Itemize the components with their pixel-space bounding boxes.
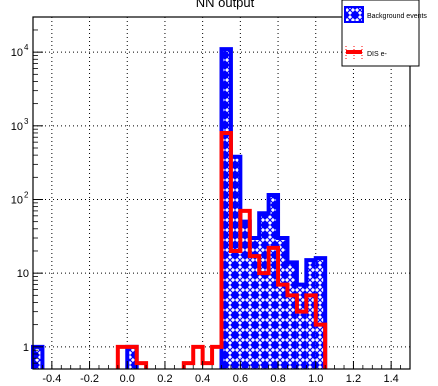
- legend: Background events DIS e-: [341, 0, 427, 67]
- x-axis-ticks: -0.4 -0.2 0.0 0.2 0.4 0.6 0.8 1.0 1.2 1.4: [32, 361, 411, 385]
- x-tick-label-2: 0.0: [120, 373, 135, 385]
- x-tick-label-7: 1.0: [308, 373, 323, 385]
- legend-swatch-dis-e: [345, 46, 363, 60]
- x-tick-label-9: 1.4: [384, 373, 399, 385]
- bar-background-events-11: [306, 260, 316, 369]
- bar-background-events-8: [278, 238, 288, 369]
- outline-dis-e: [115, 130, 328, 369]
- y-tick-exponent-2: 2: [24, 190, 29, 199]
- y-tick-label-0: 1: [23, 342, 29, 354]
- bar-background-events-1: [127, 346, 137, 369]
- y-tick-exponent-4: 4: [24, 43, 29, 52]
- bar-background-events-9: [287, 262, 297, 369]
- x-tick-label-3: 0.2: [157, 373, 172, 385]
- x-tick-label-6: 0.8: [270, 373, 285, 385]
- y-tick-label-1: 10: [17, 268, 29, 280]
- x-tick-label-4: 0.4: [195, 373, 210, 385]
- bar-background-events-12: [315, 258, 326, 369]
- bar-background-events-7: [268, 195, 279, 369]
- bar-background-events-6: [259, 213, 269, 369]
- bar-background-events-10: [296, 284, 307, 369]
- x-tick-label-0: -0.4: [42, 373, 61, 385]
- x-tick-label-5: 0.6: [233, 373, 248, 385]
- y-tick-label-4: 10: [11, 47, 23, 59]
- bar-background-events-5: [249, 238, 260, 369]
- y-tick-label-3: 10: [11, 121, 23, 133]
- y-tick-label-2: 10: [11, 194, 23, 206]
- legend-swatch-background-events: [344, 6, 364, 23]
- series-dis-e: [115, 130, 328, 369]
- x-tick-label-8: 1.2: [346, 373, 361, 385]
- bar-background-events-3: [230, 156, 241, 369]
- legend-label-dis-e: DIS e-: [367, 51, 388, 58]
- y-tick-exponent-3: 3: [24, 117, 29, 126]
- x-tick-label-1: -0.2: [80, 373, 99, 385]
- legend-label-background-events: Background events: [367, 13, 427, 20]
- chart-title: NN output: [196, 0, 255, 10]
- bar-background-events-2: [221, 49, 231, 369]
- bar-background-events-4: [240, 221, 250, 369]
